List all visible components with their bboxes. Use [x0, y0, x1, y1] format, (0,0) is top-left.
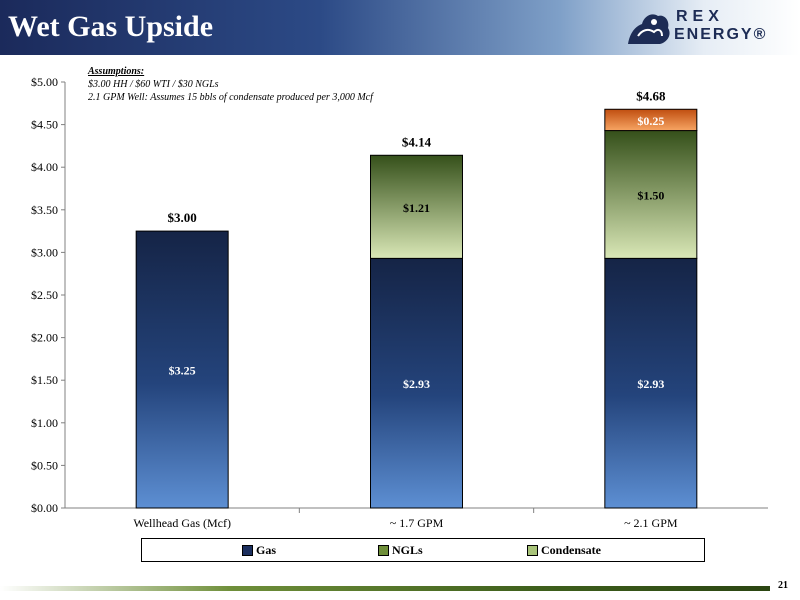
bar-total-label: $4.68 — [636, 88, 666, 103]
legend-swatch-ngls — [378, 545, 389, 556]
logo-emblem-icon — [628, 14, 670, 44]
legend-swatch-condensate — [527, 545, 538, 556]
bar-total-label: $4.14 — [402, 134, 432, 149]
x-tick-label: ~ 1.7 GPM — [390, 516, 444, 530]
y-tick-label: $2.00 — [31, 331, 58, 345]
page-number: 21 — [778, 580, 788, 591]
legend-label-gas: Gas — [256, 543, 277, 557]
y-tick-label: $5.00 — [31, 75, 58, 89]
stacked-bar-chart: $0.00 $0.50 $1.00 $1.50 $2.00 $2.50 $3.00 $3.50… — [31, 75, 768, 530]
data-label-ngls: $1.50 — [637, 188, 664, 202]
title-banner: Wet Gas Upside REX ENERGY® — [0, 0, 800, 55]
legend-swatch-gas — [242, 545, 253, 556]
data-label-gas: $2.93 — [637, 377, 664, 391]
x-tick-label: ~ 2.1 GPM — [624, 516, 678, 530]
assumptions-heading: Assumptions: — [88, 66, 145, 77]
data-label-ngls: $1.21 — [403, 201, 430, 215]
y-tick-label: $1.00 — [31, 416, 58, 430]
legend-label-condensate: Condensate — [541, 543, 602, 557]
page-title: Wet Gas Upside — [8, 10, 214, 43]
y-tick-label: $3.00 — [31, 245, 58, 259]
x-tick-label: Wellhead Gas (Mcf) — [133, 516, 231, 530]
logo-text-rex: REX — [676, 8, 724, 25]
legend-item-ngls: NGLs — [378, 543, 423, 558]
y-tick-label: $1.50 — [31, 373, 58, 387]
bar-total-label: $3.00 — [168, 210, 197, 225]
y-tick-label: $2.50 — [31, 288, 58, 302]
assumptions-line-2: 2.1 GPM Well: Assumes 15 bbls of condens… — [88, 92, 373, 103]
company-logo: REX ENERGY® — [624, 6, 794, 50]
assumptions-line-1: $3.00 HH / $60 WTI / $30 NGLs — [88, 79, 219, 90]
legend-item-gas: Gas — [242, 543, 276, 558]
footer-bar — [0, 586, 770, 591]
y-tick-label: $0.00 — [31, 501, 58, 515]
y-tick-label: $4.00 — [31, 160, 58, 174]
chart-legend: Gas NGLs Condensate — [141, 538, 705, 562]
assumptions-note: Assumptions: $3.00 HH / $60 WTI / $30 NG… — [88, 65, 373, 104]
bar-segment-gas — [135, 230, 229, 509]
logo-text-energy: ENERGY® — [674, 26, 768, 43]
bar-segment-gas — [604, 257, 698, 509]
y-tick-label: $3.50 — [31, 203, 58, 217]
data-label-gas: $3.25 — [169, 364, 196, 378]
bar-segment-gas — [370, 257, 463, 509]
legend-item-condensate: Condensate — [527, 543, 601, 558]
y-tick-label: $4.50 — [31, 118, 58, 132]
legend-label-ngls: NGLs — [392, 543, 423, 557]
data-label-gas: $2.93 — [403, 377, 430, 391]
bar-segment-ngls — [604, 130, 698, 259]
data-label-condensate: $0.25 — [637, 114, 664, 128]
bar-segment-condensate — [604, 108, 698, 132]
y-tick-label: $0.50 — [31, 458, 58, 472]
bar-segment-ngls — [370, 154, 463, 259]
